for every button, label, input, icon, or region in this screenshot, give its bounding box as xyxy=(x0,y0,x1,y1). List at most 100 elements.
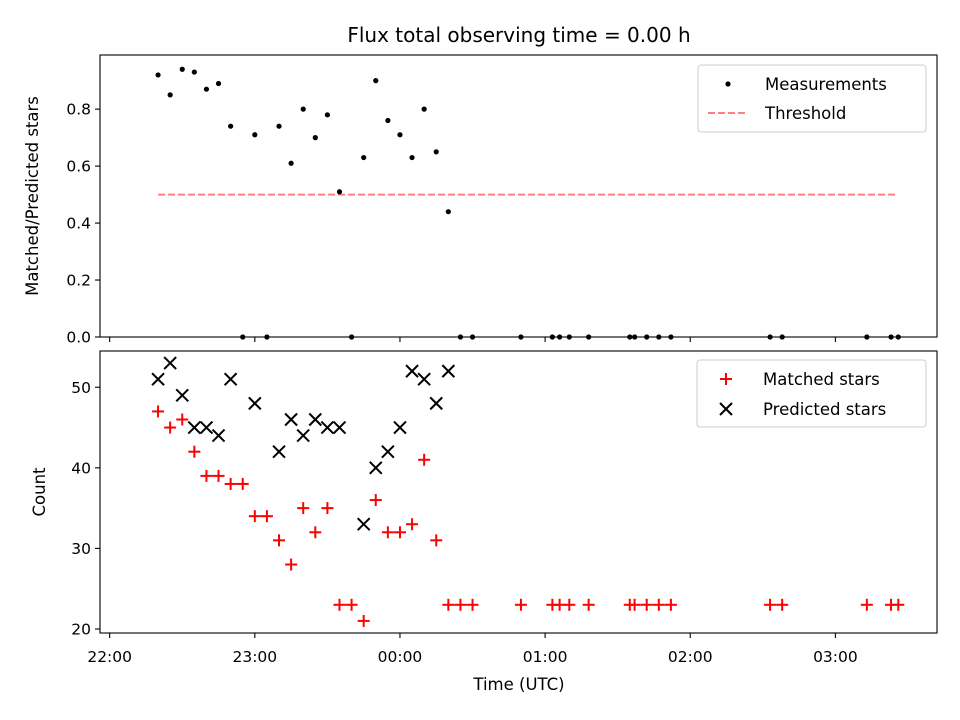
matched-star-point xyxy=(188,445,201,458)
measurement-point xyxy=(324,112,330,118)
matched-star-point xyxy=(224,477,237,490)
predicted-star-point xyxy=(199,420,214,435)
predicted-star-point xyxy=(296,428,310,443)
measurement-point xyxy=(276,123,282,129)
measurement-point xyxy=(228,123,234,129)
matched-star-point xyxy=(466,598,479,611)
matched-star-point xyxy=(369,494,382,507)
bottom-x-axis: 22:00 23:00 00:00 01:00 02:00 03:00 xyxy=(87,633,858,666)
bottom-legend-box xyxy=(696,359,927,428)
legend-matched-label: Matched stars xyxy=(763,370,880,389)
measurement-point xyxy=(445,209,451,215)
matched-star-point xyxy=(582,598,595,611)
matched-star-point xyxy=(640,598,653,611)
predicted-star-point xyxy=(320,420,335,435)
bottom-y-tick-label: 50 xyxy=(71,379,91,397)
measurement-point xyxy=(203,86,210,92)
bottom-legend: Matched stars Predicted stars xyxy=(696,359,927,428)
predicted-star-point xyxy=(175,388,189,403)
legend-threshold-label: Threshold xyxy=(764,104,846,123)
predicted-star-point xyxy=(405,364,419,378)
x-tick-label: 02:00 xyxy=(668,648,713,666)
measurement-point xyxy=(385,117,391,124)
top-y-tick-label: 0.4 xyxy=(66,215,91,233)
predicted-star-point xyxy=(381,445,395,459)
measurement-point xyxy=(215,80,222,87)
predicted-star-point xyxy=(369,461,383,475)
measurement-point xyxy=(373,78,379,84)
predicted-star-point xyxy=(272,445,286,459)
x-tick-label: 01:00 xyxy=(523,648,568,666)
measurement-point xyxy=(361,154,367,161)
matched-star-point xyxy=(333,598,346,611)
predicted-star-point xyxy=(429,396,443,411)
top-y-axis: 0.0 0.2 0.4 0.6 0.8 xyxy=(66,101,100,347)
predicted-star-point xyxy=(163,356,177,370)
measurement-point xyxy=(191,69,197,75)
measurement-point xyxy=(179,66,185,72)
legend-predicted-marker xyxy=(719,402,733,416)
predicted-star-point xyxy=(308,412,323,427)
matched-star-point xyxy=(309,526,322,539)
predicted-star-point xyxy=(248,396,262,411)
matched-star-point xyxy=(381,526,394,539)
matched-star-point xyxy=(357,614,370,627)
matched-star-point xyxy=(393,526,406,539)
matched-star-point xyxy=(892,598,905,611)
top-y-tick-label: 0.8 xyxy=(66,101,91,119)
matched-star-point xyxy=(152,405,165,418)
top-x-ticks xyxy=(109,337,836,342)
matched-star-point xyxy=(430,534,443,547)
measurement-point xyxy=(336,189,343,195)
predicted-star-point xyxy=(223,372,238,386)
matched-star-point xyxy=(176,413,189,426)
x-tick-label: 00:00 xyxy=(378,648,423,666)
top-y-tick-label: 0.6 xyxy=(66,158,91,176)
measurement-point xyxy=(155,72,161,78)
top-y-tick-label: 0.2 xyxy=(66,272,91,290)
top-y-axis-label: Matched/Predicted stars xyxy=(23,96,42,296)
measurement-point xyxy=(300,106,306,112)
legend-predicted-label: Predicted stars xyxy=(763,400,886,419)
bottom-axes-frame xyxy=(99,350,938,634)
predicted-star-point xyxy=(187,420,202,435)
bottom-y-axis: 20 30 40 50 xyxy=(71,379,100,638)
matched-star-point xyxy=(652,598,665,611)
matched-star-point xyxy=(164,421,177,434)
matched-star-point xyxy=(514,598,527,611)
predicted-star-point xyxy=(211,428,226,443)
matched-star-point xyxy=(442,598,455,611)
x-tick-label: 22:00 xyxy=(87,648,132,666)
measurement-point xyxy=(252,132,258,138)
matched-star-point xyxy=(563,598,576,611)
matched-star-point xyxy=(212,469,225,482)
x-axis-label: Time (UTC) xyxy=(472,675,564,694)
matched-star-point xyxy=(406,518,419,531)
matched-star-point xyxy=(260,510,273,523)
predicted-star-point xyxy=(332,420,347,435)
matched-star-point xyxy=(664,598,677,611)
predicted-star-point xyxy=(151,372,165,386)
top-legend: Measurements Threshold xyxy=(697,64,927,133)
bottom-y-tick-label: 20 xyxy=(71,620,91,638)
x-tick-label: 23:00 xyxy=(232,648,277,666)
chart-title: Flux total observing time = 0.00 h xyxy=(347,23,690,47)
legend-matched-marker xyxy=(720,373,732,385)
predicted-star-point xyxy=(356,517,371,531)
legend-measurements-marker xyxy=(725,81,731,87)
top-axes-frame xyxy=(99,54,938,338)
measurement-point xyxy=(421,106,427,112)
matched-star-point xyxy=(776,598,789,611)
x-tick-label: 03:00 xyxy=(813,648,858,666)
predicted-star-point xyxy=(284,412,298,427)
matched-star-point xyxy=(285,558,298,571)
measurement-point xyxy=(288,160,294,166)
measurement-point xyxy=(397,132,403,138)
top-legend-box xyxy=(697,64,927,133)
measurement-point xyxy=(312,135,318,141)
predicted-star-point xyxy=(441,364,456,378)
top-panel: 0.00.20.40.60.8 Matched/Predicted stars … xyxy=(23,54,938,347)
predicted-star-point xyxy=(393,420,407,435)
